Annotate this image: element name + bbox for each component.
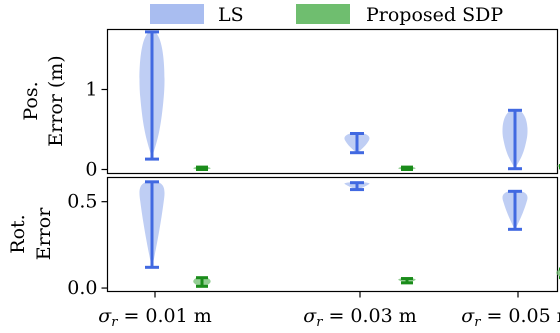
ytick-label: 0.0 (67, 277, 97, 299)
legend: LS Proposed SDP (150, 4, 503, 26)
top-ylabel-line2: Error (m) (45, 55, 67, 146)
xtick-label: σr = 0.03 m (303, 305, 417, 330)
bottom-ylabel-line2: Error (33, 207, 55, 260)
ytick-label: 0.5 (67, 191, 97, 213)
bottom-ylabel-line1: Rot. (7, 214, 29, 253)
bottom-panel-frame (106, 176, 559, 293)
top-panel-frame (106, 28, 559, 175)
chart-marks: 0 1 0.0 0.5 σr = 0.01 m σr = 0.03 m σr = 0.05 … (67, 30, 560, 330)
legend-label-sdp: Proposed SDP (366, 4, 503, 26)
ytick-label: 0 (85, 159, 97, 181)
legend-label-ls: LS (218, 4, 244, 26)
legend-swatch-ls (150, 4, 204, 24)
xtick-label: σr = 0.01 m (98, 305, 212, 330)
ytick-label: 1 (85, 79, 97, 101)
violin-body (556, 269, 560, 277)
legend-swatch-sdp (296, 4, 350, 24)
xtick-label: σr = 0.05 m (461, 305, 560, 330)
top-ylabel-line1: Pos. (20, 81, 42, 120)
